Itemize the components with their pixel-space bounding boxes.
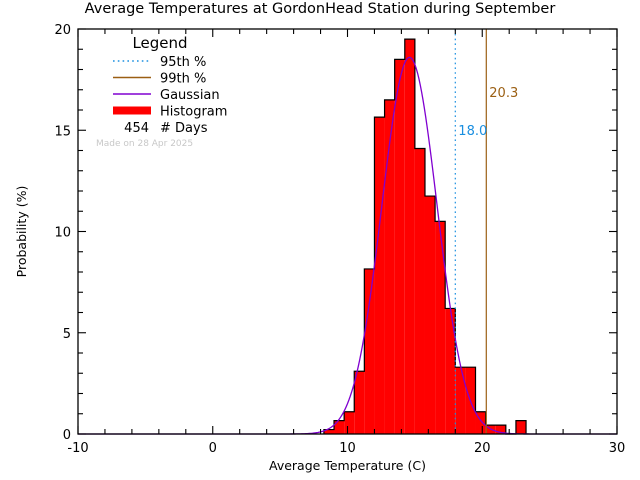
- histogram-bar: [334, 420, 345, 434]
- legend-entry-label: 99th %: [160, 72, 206, 87]
- x-tick-label: 30: [609, 441, 626, 456]
- histogram-bar: [475, 411, 486, 434]
- histogram-bar: [495, 425, 506, 434]
- histogram-bar: [354, 371, 365, 434]
- axis-ticks: [77, 28, 618, 435]
- legend-count-value: 454: [124, 121, 149, 136]
- legend-swatch: [113, 106, 151, 115]
- y-tick-label: 5: [63, 327, 71, 342]
- y-tick-label: 15: [54, 124, 71, 139]
- histogram-bar: [435, 221, 446, 435]
- x-tick-label: -10: [67, 441, 88, 456]
- gaussian-curve: [78, 56, 617, 435]
- legend-count-label: # Days: [160, 121, 208, 136]
- x-tick-label: 10: [339, 441, 356, 456]
- y-tick-label: 0: [63, 428, 71, 443]
- axis-frame: [77, 28, 618, 435]
- chart-title: Average Temperatures at GordonHead Stati…: [84, 1, 556, 17]
- legend: Legend 95th % 99th %Gaussian Histogram 454 # …: [96, 34, 227, 149]
- histogram-bar: [455, 367, 466, 434]
- histogram-bar: [445, 308, 456, 434]
- histogram-outline: [323, 38, 527, 435]
- histogram-bar: [344, 411, 355, 434]
- y-axis-label: Probability (%): [14, 186, 29, 278]
- histogram-bar: [414, 148, 425, 435]
- footnote-made-on: Made on 28 Apr 2025: [96, 139, 193, 149]
- histogram-bar: [384, 99, 395, 435]
- histogram-bar: [323, 429, 335, 434]
- y-tick-label: 20: [54, 23, 71, 38]
- histogram-bar: [394, 59, 405, 435]
- histogram-bars: [323, 39, 527, 435]
- x-axis-label: Average Temperature (C): [269, 458, 426, 473]
- y-tick-label: 10: [54, 226, 71, 241]
- legend-entry-label: 95th %: [160, 55, 206, 70]
- histogram-bar: [515, 420, 527, 434]
- legend-entry-label: Histogram: [160, 105, 227, 120]
- x-tick-label: 20: [474, 441, 491, 456]
- legend-entry-label: Gaussian: [160, 88, 220, 103]
- histogram-bar: [404, 39, 415, 435]
- histogram-bar: [364, 268, 375, 434]
- p99-value-label: 20.3: [489, 86, 518, 101]
- histogram-bar: [424, 196, 436, 434]
- p95-value-label: 18.0: [458, 124, 487, 139]
- x-tick-label: 0: [209, 441, 217, 456]
- legend-title: Legend: [132, 34, 187, 52]
- histogram-bar: [374, 117, 385, 434]
